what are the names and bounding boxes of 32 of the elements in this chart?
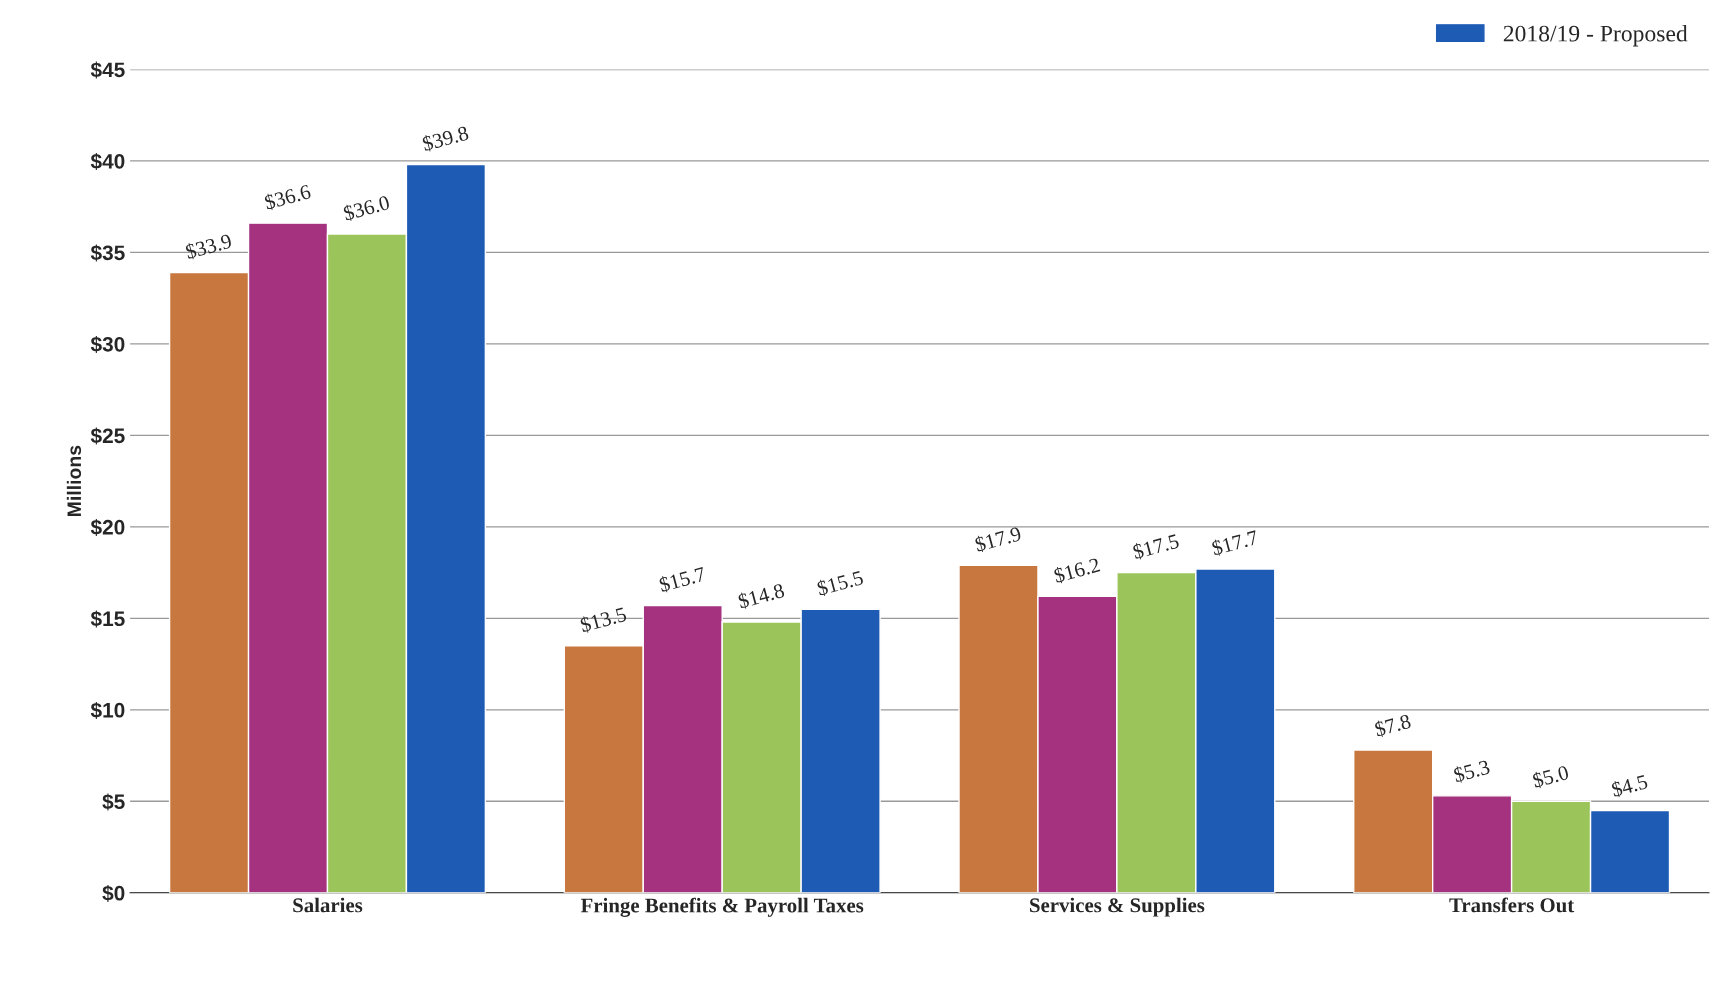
x-tick-label: Transfers Out — [1449, 897, 1575, 913]
x-tick-label: Salaries — [293, 897, 363, 913]
data-label: $15.5 — [816, 569, 865, 598]
data-label: $36.0 — [342, 194, 391, 222]
data-label: $5.3 — [1452, 758, 1491, 784]
data-label: $39.8 — [421, 124, 470, 153]
data-label: $15.7 — [658, 565, 707, 594]
x-tick-label: Services & Supplies — [1030, 897, 1205, 917]
y-axis-title: Millions — [66, 445, 82, 516]
y-tick-label: $35 — [90, 244, 125, 262]
y-tick-label: $10 — [90, 701, 125, 719]
data-label: $14.8 — [737, 582, 786, 610]
y-tick-label: $25 — [90, 427, 125, 445]
y-tick-label: $20 — [90, 518, 125, 536]
data-label: $17.9 — [974, 525, 1023, 554]
data-label: $36.6 — [263, 183, 312, 211]
data-label: $17.5 — [1132, 532, 1180, 561]
y-tick-label: $15 — [90, 610, 125, 628]
data-label: $4.5 — [1610, 773, 1649, 799]
data-label: $7.8 — [1373, 712, 1412, 738]
legend-label: 2018/19 - Proposed — [1503, 24, 1688, 47]
y-tick-label: $40 — [90, 153, 125, 171]
y-tick-label: $5 — [102, 793, 125, 811]
data-label: $33.9 — [184, 232, 233, 261]
y-tick-label: $30 — [90, 335, 125, 353]
x-tick-label: Fringe Benefits & Payroll Taxes — [580, 897, 864, 917]
y-tick-label: $0 — [102, 884, 125, 902]
data-label: $16.2 — [1053, 556, 1101, 585]
y-tick-label: $45 — [90, 61, 125, 79]
data-label: $13.5 — [579, 605, 628, 634]
data-label: $5.0 — [1531, 764, 1570, 790]
data-label: $17.7 — [1210, 528, 1260, 557]
